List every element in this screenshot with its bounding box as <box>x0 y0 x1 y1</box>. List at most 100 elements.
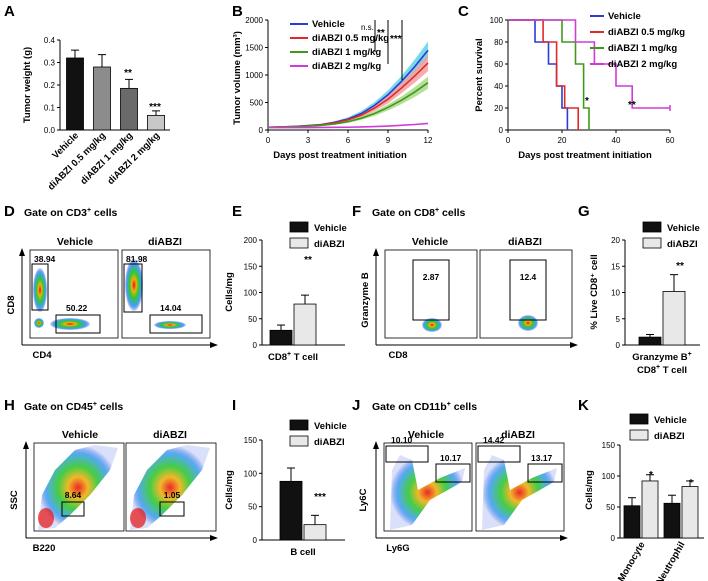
panel-c-xtick-label: 20 <box>558 136 567 145</box>
panel-c-ytick-label: 0 <box>499 126 504 135</box>
panel-h-group-vehicle: Vehicle <box>62 429 98 441</box>
panel-label-j: J <box>352 397 360 414</box>
panel-i-ytick-label: 0 <box>253 536 258 545</box>
panel-b-legend-label: diABZI 2 mg/kg <box>312 61 381 72</box>
panel-c-series-line <box>508 19 569 130</box>
panel-g-ylabel: % Live CD8⁺ cell <box>589 254 600 329</box>
panel-c-xtick-label: 40 <box>612 136 621 145</box>
panel-g-ytick-label: 20 <box>611 236 620 245</box>
panel-f-pop-diabzi <box>518 315 538 331</box>
panel-g-legend-swatch <box>642 221 662 233</box>
panel-e-xcat: CD8+ T cell <box>268 351 318 363</box>
panel-i-ytick-label: 100 <box>244 469 258 478</box>
panel-d-title: Gate on CD3+ cells <box>24 207 118 219</box>
panel-j-pop-diabzi <box>482 455 557 530</box>
panel-d-pop-cd8-vehicle <box>33 268 47 312</box>
panel-d-gate-value-2: 50.22 <box>66 303 88 313</box>
panel-d-group-vehicle: Vehicle <box>57 236 93 248</box>
panel-c-xlabel: Days post treatment initiation <box>518 150 652 161</box>
panel-i-legend-swatch <box>289 435 309 447</box>
panel-k-legend-swatch <box>629 413 649 425</box>
panel-j-gate-4 <box>527 463 563 483</box>
panel-e-ylabel: Cells/mg <box>224 272 235 312</box>
panel-e-ytick-label: 0 <box>253 341 258 350</box>
panel-g-ytick-label: 0 <box>616 341 621 350</box>
panel-g-bar <box>662 291 686 346</box>
panel-i-ytick-label: 50 <box>248 503 257 512</box>
panel-b-sig-2: ** <box>377 28 385 39</box>
panel-j-gate-1 <box>385 445 429 463</box>
panel-e-legend-swatch <box>289 221 309 233</box>
panel-j: J Gate on CD11b+ cells Vehicle diABZI 10… <box>352 397 568 554</box>
panel-c-legend-label: diABZI 1 mg/kg <box>608 43 677 54</box>
panel-g-legend-swatch <box>642 237 662 249</box>
panel-a-bar <box>120 87 138 131</box>
panel-i-ytick-label: 150 <box>244 436 258 445</box>
panel-d-xlabel: CD4 <box>32 350 52 361</box>
panel-g-sig: ** <box>676 261 684 272</box>
panel-label-k: K <box>578 397 589 414</box>
panel-d-pop-cd4-vehicle <box>50 318 90 330</box>
panel-c-ytick-label: 60 <box>494 60 503 69</box>
panel-b-legend-label: diABZI 1 mg/kg <box>312 47 381 58</box>
panel-h-title: Gate on CD45+ cells <box>24 401 123 413</box>
panel-e-sig: ** <box>304 255 312 266</box>
panel-b-xtick-label: 9 <box>386 136 391 145</box>
panel-k-ytick-label: 150 <box>602 441 616 450</box>
panel-f-gate-2 <box>509 259 547 321</box>
panel-b-xtick-label: 6 <box>346 136 351 145</box>
panel-j-gate-2 <box>435 463 471 483</box>
panel-b-ytick-label: 1000 <box>245 71 263 80</box>
panel-c-series-line <box>508 19 579 130</box>
panel-e-ytick-label: 150 <box>244 262 258 271</box>
panel-a-ytick-label: 0.2 <box>44 81 56 90</box>
panel-a-sig-1: ** <box>124 68 132 79</box>
panel-a-bar <box>147 114 165 131</box>
panel-b-sig-ns: n.s. <box>361 23 374 32</box>
panel-j-gate-value-2: 10.17 <box>440 453 462 463</box>
panel-a-bar <box>93 66 111 131</box>
panel-i-legend-label: diABZI <box>314 437 345 448</box>
panel-a-ytick-label: 0.4 <box>44 36 56 45</box>
panel-j-group-vehicle: Vehicle <box>408 429 444 441</box>
panel-b-xtick-label: 12 <box>424 136 433 145</box>
panel-f-gate-1 <box>412 259 450 321</box>
panel-c-legend-label: Vehicle <box>608 11 641 22</box>
panel-e: E 0 50 100 150 200 Cells/mg CD8+ T cell Vehi… <box>224 203 347 363</box>
panel-b-band <box>268 41 428 128</box>
panel-c-ytick-label: 20 <box>494 104 503 113</box>
panel-g-xcat-2: CD8+ T cell <box>637 364 687 376</box>
panel-b-ylabel: Tumor volume (mm³) <box>232 31 243 125</box>
panel-e-legend-label: Vehicle <box>314 223 347 234</box>
panel-k-bar <box>681 486 699 539</box>
panel-k-bar <box>623 505 641 539</box>
panel-e-ytick-label: 200 <box>244 236 258 245</box>
panel-d-gate-value-4: 14.04 <box>160 303 182 313</box>
panel-c-legend-label: diABZI 0.5 mg/kg <box>608 27 685 38</box>
panel-label-b: B <box>232 3 243 20</box>
panel-f-group-vehicle: Vehicle <box>412 236 448 248</box>
panel-b-series-line <box>268 122 429 129</box>
panel-label-g: G <box>578 203 590 220</box>
panel-c-ylabel: Percent survival <box>474 38 485 111</box>
panel-g-ytick-label: 5 <box>616 315 621 324</box>
panel-h-gate-1 <box>61 501 85 517</box>
panel-f-ylabel: Granzyme B <box>360 272 371 328</box>
panel-d-gate-2 <box>55 314 101 334</box>
panel-i-ylabel: Cells/mg <box>224 470 235 510</box>
panel-b-ytick-label: 500 <box>250 99 264 108</box>
panel-a-bar <box>66 57 84 131</box>
panel-a-ytick-label: 0.1 <box>44 104 56 113</box>
panel-f-xlabel: CD8 <box>388 350 407 361</box>
panel-b-xlabel: Days post treatment initiation <box>273 150 407 161</box>
panel-b-band <box>268 76 428 128</box>
panel-label-d: D <box>4 203 15 220</box>
panel-b-legend-label: Vehicle <box>312 19 345 30</box>
panel-g-legend-label: Vehicle <box>667 223 700 234</box>
panel-h: H Gate on CD45+ cells Vehicle diABZI 8.6… <box>4 397 218 554</box>
panel-f-title: Gate on CD8+ cells <box>372 207 466 219</box>
panel-j-gate-3 <box>477 445 521 463</box>
panel-d-gate-value-3: 81.98 <box>126 254 148 264</box>
panel-d-group-diabzi: diABZI <box>148 236 182 248</box>
